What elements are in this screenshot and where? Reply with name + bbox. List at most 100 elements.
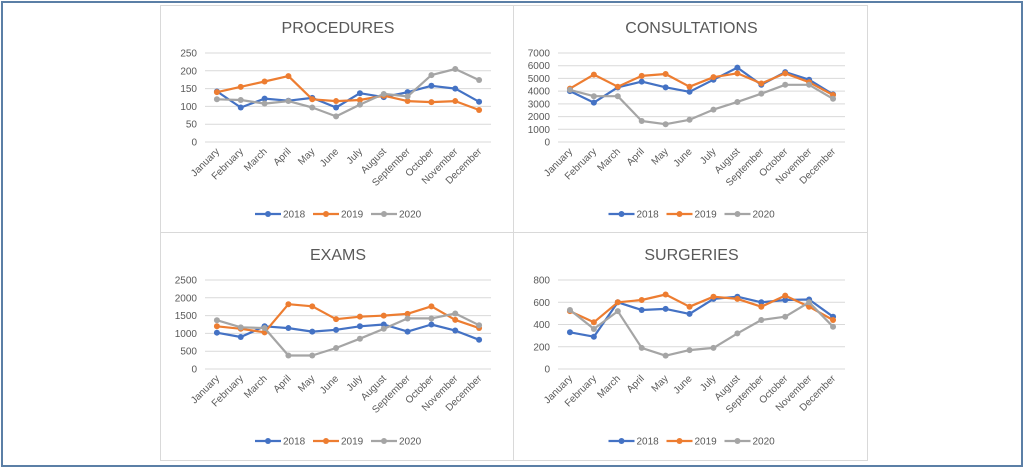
- data-point: [356, 101, 363, 108]
- data-point: [380, 321, 387, 328]
- data-point: [356, 335, 363, 342]
- y-tick-label: 250: [180, 49, 197, 60]
- legend-label: 2018: [637, 437, 660, 448]
- series-line-2019: [215, 303, 481, 334]
- x-tick-label: June: [318, 373, 341, 396]
- legend-label: 2019: [695, 437, 718, 448]
- data-point: [309, 96, 316, 103]
- data-point: [452, 316, 459, 323]
- legend: 2018 2019 2020: [608, 210, 775, 221]
- data-point: [686, 303, 693, 310]
- data-point: [590, 325, 597, 332]
- y-tick-label: 1000: [175, 329, 198, 340]
- x-tick-label: April: [625, 373, 647, 395]
- legend-item-2018: 2018: [608, 210, 660, 221]
- data-point: [638, 344, 645, 351]
- data-point: [710, 293, 717, 300]
- chart-surgeries: SURGERIES0200400600800JanuaryFebruaryMar…: [533, 247, 845, 448]
- legend-label: 2018: [283, 437, 306, 448]
- y-tick-label: 200: [533, 342, 550, 353]
- x-tick-label: March: [595, 373, 622, 400]
- x-tick-label: March: [242, 146, 269, 173]
- data-point: [404, 98, 411, 105]
- data-point: [590, 93, 597, 100]
- data-point: [237, 333, 244, 340]
- x-tick-label: June: [318, 146, 341, 169]
- legend-marker: [618, 438, 625, 444]
- data-point: [638, 78, 645, 85]
- legend: 2018 2019 2020: [255, 210, 422, 221]
- legend-label: 2018: [637, 210, 660, 221]
- data-point: [333, 113, 340, 120]
- data-point: [380, 325, 387, 332]
- data-point: [356, 96, 363, 103]
- data-point: [806, 299, 813, 306]
- x-tick-label: July: [698, 146, 718, 166]
- data-point: [590, 333, 597, 340]
- legend-label: 2020: [753, 437, 776, 448]
- data-point: [686, 347, 693, 354]
- data-point: [638, 72, 645, 79]
- data-point: [830, 317, 837, 324]
- x-tick-label: July: [345, 373, 365, 393]
- x-tick-label: March: [242, 373, 269, 400]
- series-line-2020: [568, 83, 835, 126]
- legend-marker: [618, 211, 625, 217]
- y-tick-label: 1500: [175, 311, 198, 322]
- legend-label: 2020: [399, 437, 422, 448]
- y-tick-label: 150: [180, 84, 197, 95]
- data-point: [590, 319, 597, 326]
- series-line-2020: [215, 67, 481, 118]
- y-tick-label: 50: [186, 120, 198, 131]
- data-point: [566, 307, 573, 314]
- legend-item-2019: 2019: [313, 210, 364, 221]
- data-point: [662, 352, 669, 359]
- y-tick-label: 3000: [528, 99, 551, 110]
- data-point: [237, 96, 244, 103]
- legend-label: 2020: [399, 210, 422, 221]
- chart-panel-surgeries: SURGERIES 0 200 400 600 800 January February Mar…: [513, 232, 868, 461]
- y-tick-label: 1000: [528, 125, 551, 136]
- data-point: [333, 326, 340, 333]
- data-point: [213, 96, 220, 103]
- data-point: [638, 307, 645, 314]
- y-tick-label: 100: [180, 102, 197, 113]
- data-point: [404, 93, 411, 100]
- series-2020: [213, 66, 483, 120]
- data-point: [614, 299, 621, 306]
- legend: 2018 2019 2020: [255, 437, 422, 448]
- data-point: [734, 330, 741, 337]
- data-point: [686, 310, 693, 317]
- data-point: [428, 72, 435, 79]
- data-point: [380, 312, 387, 319]
- chart-procedures: PROCEDURES050100150200250JanuaryFebruary…: [180, 20, 491, 221]
- series-line-2020: [215, 312, 481, 357]
- y-tick-label: 400: [533, 320, 550, 331]
- data-point: [806, 81, 813, 88]
- data-point: [213, 323, 220, 330]
- data-point: [758, 90, 765, 97]
- legend-marker: [734, 438, 741, 444]
- data-point: [734, 98, 741, 105]
- data-point: [830, 323, 837, 330]
- series-line-2019: [568, 293, 835, 324]
- data-point: [476, 336, 483, 343]
- data-point: [590, 71, 597, 78]
- data-point: [758, 80, 765, 87]
- x-tick-label: April: [272, 146, 294, 168]
- data-point: [686, 88, 693, 95]
- y-tick-label: 5000: [528, 74, 551, 85]
- data-point: [734, 70, 741, 77]
- data-point: [428, 315, 435, 322]
- data-point: [380, 90, 387, 97]
- y-tick-label: 800: [533, 276, 550, 287]
- data-point: [830, 95, 837, 102]
- x-tick-label: June: [672, 373, 695, 396]
- legend-item-2019: 2019: [666, 437, 718, 448]
- series-line-2019: [568, 72, 835, 97]
- data-point: [452, 66, 459, 73]
- data-point: [309, 104, 316, 111]
- legend-item-2020: 2020: [371, 210, 422, 221]
- data-point: [237, 83, 244, 90]
- data-point: [662, 70, 669, 77]
